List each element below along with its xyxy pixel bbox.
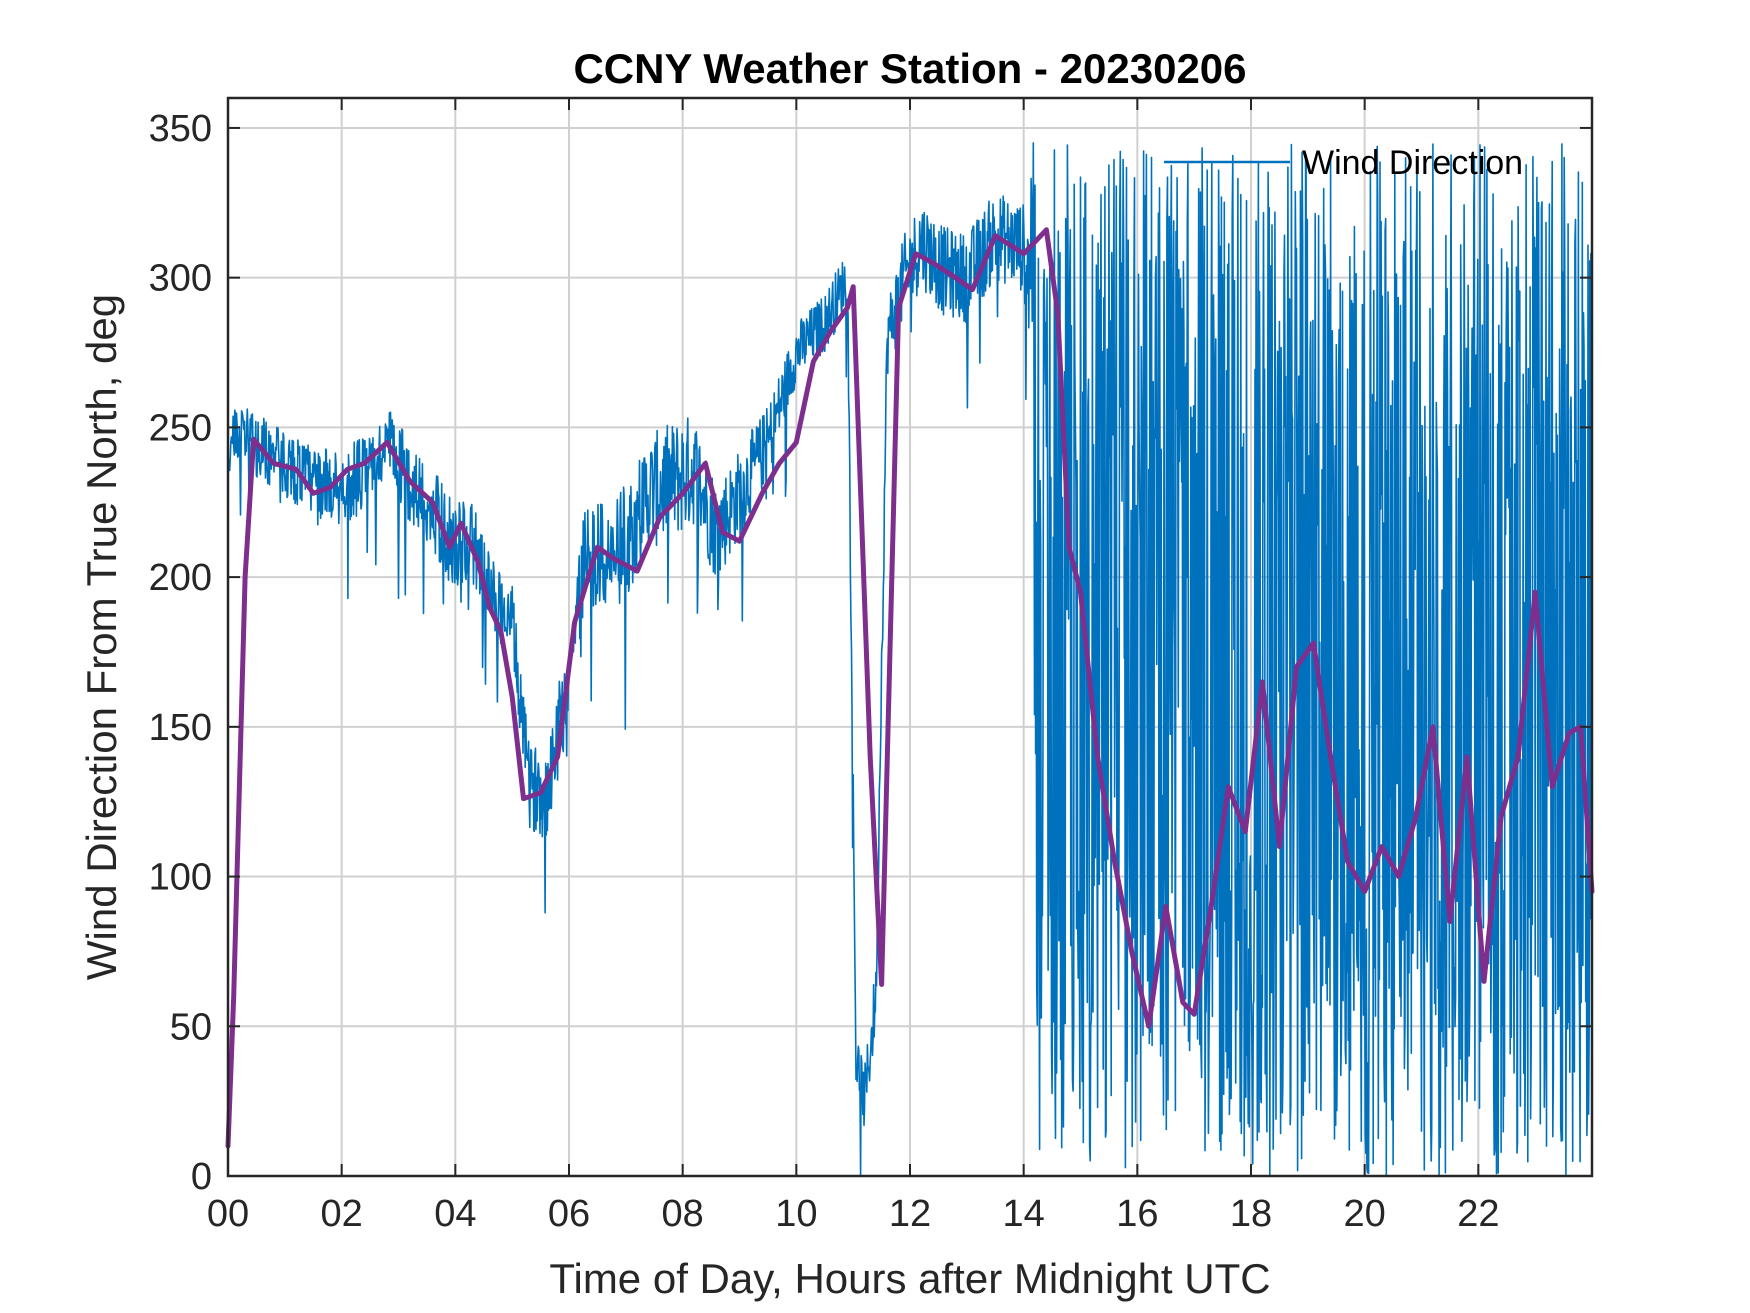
x-tick-label: 08 (662, 1193, 704, 1235)
series-wind-direction-raw (227, 142, 1593, 1177)
x-tick-label: 04 (434, 1193, 476, 1235)
x-tick-label: 22 (1457, 1193, 1499, 1235)
x-tick-label: 00 (207, 1193, 249, 1235)
x-tick-label: 06 (548, 1193, 590, 1235)
y-tick-label: 300 (149, 258, 212, 300)
y-tick-label: 150 (149, 707, 212, 749)
x-axis-label: Time of Day, Hours after Midnight UTC (549, 1255, 1270, 1302)
chart-title: CCNY Weather Station - 20230206 (573, 45, 1246, 92)
x-tick-label: 16 (1116, 1193, 1158, 1235)
y-tick-label: 250 (149, 407, 212, 449)
x-tick-label: 10 (775, 1193, 817, 1235)
axis-ticks: 00 02 04 06 08 10 12 14 16 18 20 22 0 50 100 150 200 250 3… (149, 98, 1592, 1235)
smoothed-wind-direction-line (225, 227, 1595, 1149)
y-tick-label: 50 (170, 1006, 212, 1048)
y-axis-label: Wind Direction From True North, deg (78, 294, 125, 980)
x-tick-label: 18 (1230, 1193, 1272, 1235)
y-tick-label: 100 (149, 857, 212, 899)
series-wind-direction-smoothed (225, 227, 1595, 1149)
y-tick-label: 200 (149, 557, 212, 599)
wind-direction-line (227, 142, 1593, 1177)
y-tick-label: 0 (191, 1156, 212, 1198)
legend-label-wind-direction: Wind Direction (1302, 144, 1523, 182)
x-tick-label: 14 (1003, 1193, 1045, 1235)
y-tick-label: 350 (149, 108, 212, 150)
x-tick-label: 12 (889, 1193, 931, 1235)
x-tick-label: 02 (321, 1193, 363, 1235)
x-tick-label: 20 (1344, 1193, 1386, 1235)
legend: Wind Direction (1164, 144, 1523, 182)
